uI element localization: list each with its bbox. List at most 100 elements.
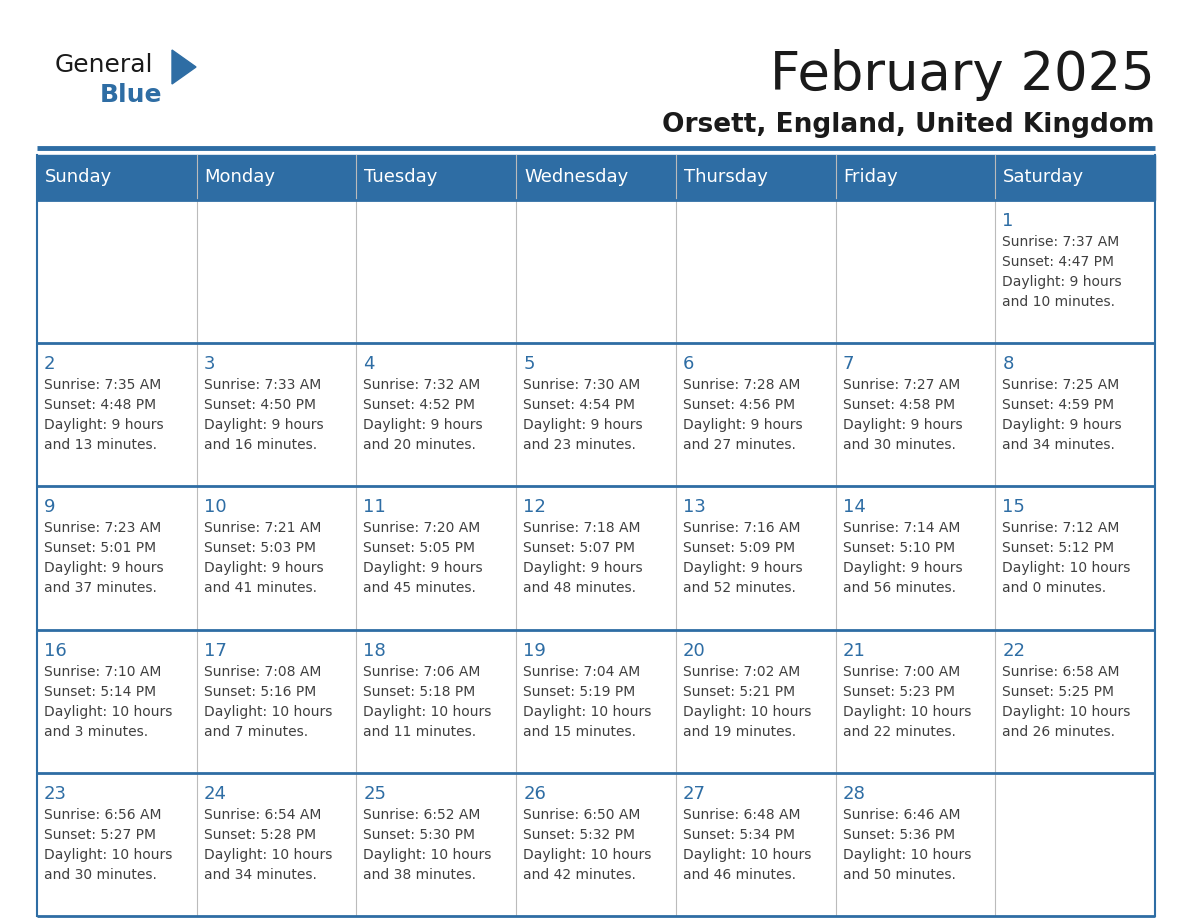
Text: and 46 minutes.: and 46 minutes. xyxy=(683,868,796,882)
Text: and 7 minutes.: and 7 minutes. xyxy=(203,724,308,739)
Bar xyxy=(996,200,1155,343)
Polygon shape xyxy=(172,50,196,84)
Bar xyxy=(197,773,356,916)
Text: Daylight: 9 hours: Daylight: 9 hours xyxy=(683,419,802,432)
Text: 21: 21 xyxy=(842,642,865,660)
Text: Sunset: 5:23 PM: Sunset: 5:23 PM xyxy=(842,685,955,699)
Text: Sunset: 4:56 PM: Sunset: 4:56 PM xyxy=(683,398,795,412)
Text: Sunset: 5:12 PM: Sunset: 5:12 PM xyxy=(1003,542,1114,555)
Text: 4: 4 xyxy=(364,355,375,374)
Text: and 37 minutes.: and 37 minutes. xyxy=(44,581,157,596)
Text: Sunset: 5:19 PM: Sunset: 5:19 PM xyxy=(523,685,636,699)
Text: Daylight: 9 hours: Daylight: 9 hours xyxy=(1003,275,1121,289)
Text: Daylight: 9 hours: Daylight: 9 hours xyxy=(523,419,643,432)
Bar xyxy=(37,487,1155,630)
Text: Sunrise: 7:32 AM: Sunrise: 7:32 AM xyxy=(364,378,481,392)
Text: Sunrise: 7:35 AM: Sunrise: 7:35 AM xyxy=(44,378,162,392)
Bar xyxy=(356,343,516,487)
Text: Saturday: Saturday xyxy=(1004,169,1085,186)
Text: Sunrise: 7:04 AM: Sunrise: 7:04 AM xyxy=(523,665,640,678)
Text: 3: 3 xyxy=(203,355,215,374)
Text: Sunset: 4:48 PM: Sunset: 4:48 PM xyxy=(44,398,156,412)
Text: and 0 minutes.: and 0 minutes. xyxy=(1003,581,1106,596)
Text: and 19 minutes.: and 19 minutes. xyxy=(683,724,796,739)
Text: Daylight: 10 hours: Daylight: 10 hours xyxy=(44,705,172,719)
Bar xyxy=(516,487,676,630)
Text: Daylight: 10 hours: Daylight: 10 hours xyxy=(44,848,172,862)
Bar xyxy=(356,773,516,916)
Text: Daylight: 10 hours: Daylight: 10 hours xyxy=(523,705,651,719)
Text: 1: 1 xyxy=(1003,212,1013,230)
Bar xyxy=(516,773,676,916)
Text: 19: 19 xyxy=(523,642,546,660)
Text: Sunrise: 7:25 AM: Sunrise: 7:25 AM xyxy=(1003,378,1119,392)
Text: and 11 minutes.: and 11 minutes. xyxy=(364,724,476,739)
Text: and 30 minutes.: and 30 minutes. xyxy=(44,868,157,882)
Text: February 2025: February 2025 xyxy=(770,49,1155,101)
Text: Daylight: 10 hours: Daylight: 10 hours xyxy=(842,705,971,719)
Text: 26: 26 xyxy=(523,785,546,803)
Text: Sunset: 5:16 PM: Sunset: 5:16 PM xyxy=(203,685,316,699)
Text: Sunrise: 7:27 AM: Sunrise: 7:27 AM xyxy=(842,378,960,392)
Text: Daylight: 9 hours: Daylight: 9 hours xyxy=(364,419,484,432)
Text: Sunset: 5:07 PM: Sunset: 5:07 PM xyxy=(523,542,636,555)
Bar xyxy=(835,630,996,773)
Text: Sunrise: 7:02 AM: Sunrise: 7:02 AM xyxy=(683,665,800,678)
Text: Sunrise: 7:21 AM: Sunrise: 7:21 AM xyxy=(203,521,321,535)
Text: Sunset: 5:32 PM: Sunset: 5:32 PM xyxy=(523,828,636,842)
Bar xyxy=(37,200,197,343)
Bar xyxy=(516,343,676,487)
Bar xyxy=(356,200,516,343)
Text: Friday: Friday xyxy=(843,169,898,186)
Text: Sunset: 5:10 PM: Sunset: 5:10 PM xyxy=(842,542,955,555)
Text: Sunrise: 7:30 AM: Sunrise: 7:30 AM xyxy=(523,378,640,392)
Text: Sunset: 4:47 PM: Sunset: 4:47 PM xyxy=(1003,255,1114,269)
Text: Daylight: 9 hours: Daylight: 9 hours xyxy=(683,562,802,576)
Text: and 23 minutes.: and 23 minutes. xyxy=(523,438,636,453)
Text: Daylight: 9 hours: Daylight: 9 hours xyxy=(842,419,962,432)
Bar xyxy=(37,200,1155,343)
Bar xyxy=(37,155,1155,200)
Text: Sunset: 5:09 PM: Sunset: 5:09 PM xyxy=(683,542,795,555)
Text: and 34 minutes.: and 34 minutes. xyxy=(1003,438,1116,453)
Text: Wednesday: Wednesday xyxy=(524,169,628,186)
Bar xyxy=(197,630,356,773)
Bar xyxy=(835,773,996,916)
Text: Tuesday: Tuesday xyxy=(365,169,438,186)
Text: Sunrise: 6:56 AM: Sunrise: 6:56 AM xyxy=(44,808,162,822)
Bar xyxy=(197,343,356,487)
Text: and 50 minutes.: and 50 minutes. xyxy=(842,868,955,882)
Text: Sunrise: 6:58 AM: Sunrise: 6:58 AM xyxy=(1003,665,1120,678)
Bar xyxy=(37,773,1155,916)
Text: Daylight: 10 hours: Daylight: 10 hours xyxy=(1003,705,1131,719)
Text: Sunrise: 6:46 AM: Sunrise: 6:46 AM xyxy=(842,808,960,822)
Text: 20: 20 xyxy=(683,642,706,660)
Text: 12: 12 xyxy=(523,498,546,517)
Text: Sunset: 4:50 PM: Sunset: 4:50 PM xyxy=(203,398,316,412)
Text: Sunrise: 7:18 AM: Sunrise: 7:18 AM xyxy=(523,521,640,535)
Bar xyxy=(37,343,1155,487)
Text: Sunset: 5:34 PM: Sunset: 5:34 PM xyxy=(683,828,795,842)
Text: Daylight: 10 hours: Daylight: 10 hours xyxy=(1003,562,1131,576)
Text: Sunset: 5:18 PM: Sunset: 5:18 PM xyxy=(364,685,475,699)
Text: Sunrise: 7:20 AM: Sunrise: 7:20 AM xyxy=(364,521,481,535)
Text: and 38 minutes.: and 38 minutes. xyxy=(364,868,476,882)
Text: Daylight: 10 hours: Daylight: 10 hours xyxy=(364,705,492,719)
Text: 16: 16 xyxy=(44,642,67,660)
Text: 25: 25 xyxy=(364,785,386,803)
Bar xyxy=(516,200,676,343)
Bar xyxy=(835,200,996,343)
Text: 2: 2 xyxy=(44,355,56,374)
Text: and 52 minutes.: and 52 minutes. xyxy=(683,581,796,596)
Text: Daylight: 10 hours: Daylight: 10 hours xyxy=(683,848,811,862)
Bar xyxy=(37,630,1155,773)
Text: and 45 minutes.: and 45 minutes. xyxy=(364,581,476,596)
Bar xyxy=(37,773,197,916)
Text: 8: 8 xyxy=(1003,355,1013,374)
Text: 5: 5 xyxy=(523,355,535,374)
Text: Sunrise: 7:06 AM: Sunrise: 7:06 AM xyxy=(364,665,481,678)
Bar xyxy=(996,487,1155,630)
Text: Sunrise: 7:14 AM: Sunrise: 7:14 AM xyxy=(842,521,960,535)
Text: Sunrise: 7:37 AM: Sunrise: 7:37 AM xyxy=(1003,235,1119,249)
Bar xyxy=(835,343,996,487)
